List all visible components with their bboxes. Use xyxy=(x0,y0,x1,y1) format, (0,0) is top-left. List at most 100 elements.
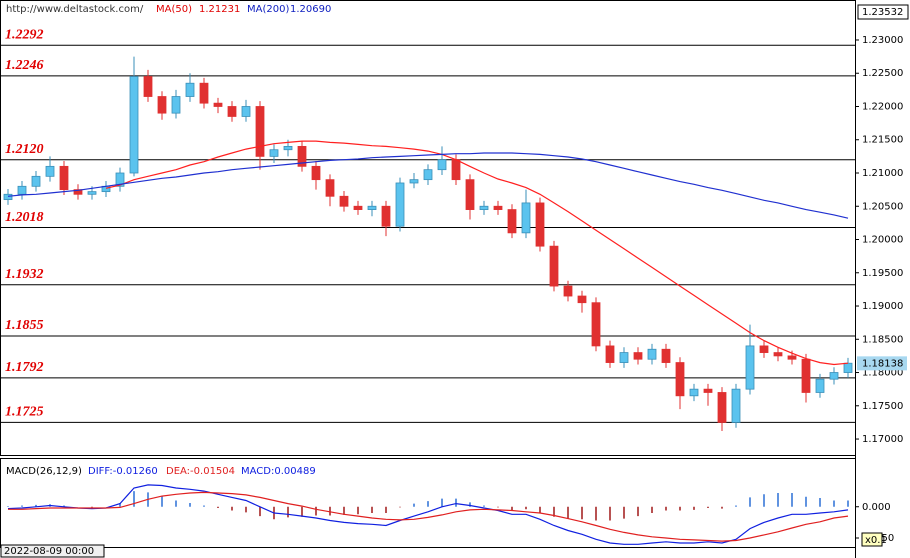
candle-body xyxy=(297,145,307,167)
candle-body xyxy=(367,205,377,210)
candle-body xyxy=(353,205,363,210)
candle-body xyxy=(157,96,167,114)
date-box xyxy=(0,544,105,558)
candle-body xyxy=(619,352,629,363)
candle-body xyxy=(787,355,797,360)
ma200-value: 1.20690 xyxy=(290,4,331,15)
candle-body xyxy=(549,245,559,287)
candle-body xyxy=(17,185,27,195)
candle-body xyxy=(311,165,321,181)
candle-body xyxy=(507,209,517,234)
candle-body xyxy=(59,165,69,191)
macd-title: MACD(26,12,9) xyxy=(6,466,82,477)
candle-body xyxy=(759,345,769,353)
candle-body xyxy=(703,388,713,393)
candle-body xyxy=(689,388,699,397)
y-tick-label: 1.22500 xyxy=(862,68,903,79)
candle-body xyxy=(829,372,839,380)
y-tick-label: 1.17000 xyxy=(862,434,903,445)
y-tick-label: 1.19000 xyxy=(862,301,903,312)
candle-body xyxy=(731,388,741,423)
candle-body xyxy=(409,179,419,184)
y-axis-top-label: 1.23532 xyxy=(862,7,903,18)
level-label: 1.2018 xyxy=(5,210,44,225)
candle-body xyxy=(45,165,55,177)
level-label: 1.2292 xyxy=(5,28,44,43)
dea-label: DEA:-0.01504 xyxy=(166,466,235,477)
level-label: 1.2120 xyxy=(5,142,44,157)
candle-body xyxy=(115,172,125,187)
y-tick-label: 1.20500 xyxy=(862,201,903,212)
level-label: 1.1932 xyxy=(5,267,44,282)
candle-body xyxy=(493,205,503,210)
candle-body xyxy=(591,302,601,347)
macd-line xyxy=(7,484,849,545)
candle-body xyxy=(423,169,433,181)
y-tick-label: 1.20000 xyxy=(862,235,903,246)
candle-body xyxy=(815,378,825,393)
candle-body xyxy=(801,358,811,393)
candle-body xyxy=(143,76,153,97)
level-label: 1.2246 xyxy=(5,58,44,73)
level-label: 1.1725 xyxy=(5,405,44,420)
y-tick-label: 1.18000 xyxy=(862,368,903,379)
ma200-name: MA(200) xyxy=(247,4,289,15)
candle-body xyxy=(185,82,195,97)
candle-body xyxy=(605,345,615,363)
ma50-value: 1.21231 xyxy=(199,4,240,15)
last-price-box xyxy=(857,356,907,371)
date-label: 2022-08-09 00:00 xyxy=(4,546,94,557)
candle-body xyxy=(339,195,349,207)
candle-body xyxy=(535,202,545,247)
diff-label: DIFF:-0.01260 xyxy=(88,466,158,477)
scale-box xyxy=(861,532,883,547)
candle-body xyxy=(745,345,755,390)
candle-body xyxy=(241,106,251,117)
candle-body xyxy=(31,175,41,187)
macd-label: MACD:0.00489 xyxy=(241,466,316,477)
macd-line xyxy=(8,491,849,542)
candle-body xyxy=(773,352,783,357)
candle-body xyxy=(3,193,13,201)
y-tick-label: 1.18500 xyxy=(862,334,903,345)
candle-body xyxy=(479,205,489,210)
candle-body xyxy=(465,179,475,210)
y-tick-label: 0.000 xyxy=(862,502,891,513)
y-tick-label: 1.21500 xyxy=(862,135,903,146)
candle-body xyxy=(283,145,293,151)
ma-line xyxy=(105,140,849,366)
candle-body xyxy=(213,102,223,107)
candle-body xyxy=(661,348,671,363)
y-tick-label: 1.19500 xyxy=(862,268,903,279)
candle-body xyxy=(521,202,531,234)
scale-label: x0.1 xyxy=(865,535,887,546)
candle-body xyxy=(129,76,139,174)
candle-body xyxy=(269,149,279,157)
candle-body xyxy=(227,106,237,117)
candle-body xyxy=(437,159,447,171)
y-tick-label: 1.17500 xyxy=(862,401,903,412)
candle-body xyxy=(451,159,461,181)
candle-body xyxy=(381,205,391,227)
candle-body xyxy=(633,352,643,360)
level-label: 1.1855 xyxy=(5,318,44,333)
candle-body xyxy=(675,362,685,397)
candle-body xyxy=(717,392,727,423)
source-url: http://www.deltastock.com/ xyxy=(6,4,144,15)
level-label: 1.1792 xyxy=(5,360,44,375)
candle-body xyxy=(843,362,853,373)
candle-body xyxy=(255,106,265,157)
candle-body xyxy=(647,348,657,360)
candle-body xyxy=(171,96,181,114)
candle-body xyxy=(87,191,97,195)
candle-body xyxy=(395,182,405,227)
y-axis-top-box xyxy=(857,4,909,20)
candle-body xyxy=(199,82,209,104)
candle-body xyxy=(577,295,587,304)
ma-line xyxy=(7,152,849,219)
candle-body xyxy=(563,285,573,297)
last-price-label: 1.18138 xyxy=(862,358,903,369)
candle-body xyxy=(73,189,83,195)
candle-body xyxy=(325,179,335,197)
